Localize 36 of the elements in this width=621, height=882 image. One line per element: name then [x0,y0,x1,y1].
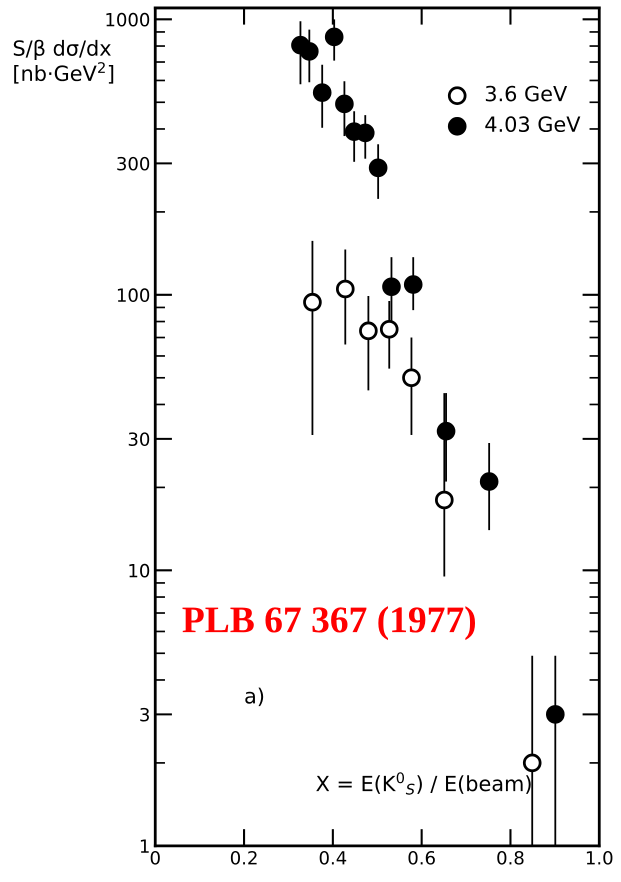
point [436,422,456,440]
y-tick-label: 100 [118,288,150,302]
legend-label: 3.6 GeV [486,86,568,102]
point [336,280,355,298]
point [434,490,454,510]
x-tick-label: 0 [150,851,160,865]
y-tick-label: 300 [117,156,150,171]
point [300,42,319,61]
point [359,322,378,340]
x-tick-label: 0.4 [320,851,346,865]
y-tick-label: 1 [140,840,149,853]
y-axis-title: S/β dσ/dx [nb·GeV$^{2}$] [14,40,114,84]
legend-label: 4.03 GeV [485,116,580,132]
point [335,94,354,114]
point [480,472,498,491]
y-tick-label: 1000 [106,12,150,26]
x-tick-label: 0.2 [230,851,257,865]
y-tick-label: 30 [128,432,150,446]
point [368,158,388,178]
x-tick-label: 1.0 [586,851,612,865]
y-tick-label: 3 [140,708,149,722]
x-axis-title: X = E(K$^{0}$$_{S}$) / E(beam) [316,772,531,795]
point [382,277,401,296]
annotation: a) [245,688,264,706]
point [324,28,344,46]
point [546,705,565,724]
x-tick-label: 0.8 [497,851,524,865]
point [312,83,332,102]
point [402,368,421,388]
annotation: PLB 67 367 (1977) [182,606,476,640]
point [303,292,322,312]
point [404,275,423,294]
point [380,320,399,339]
y-tick-label: 10 [129,564,150,578]
point [522,754,542,772]
x-tick-label: 0.6 [408,851,435,865]
